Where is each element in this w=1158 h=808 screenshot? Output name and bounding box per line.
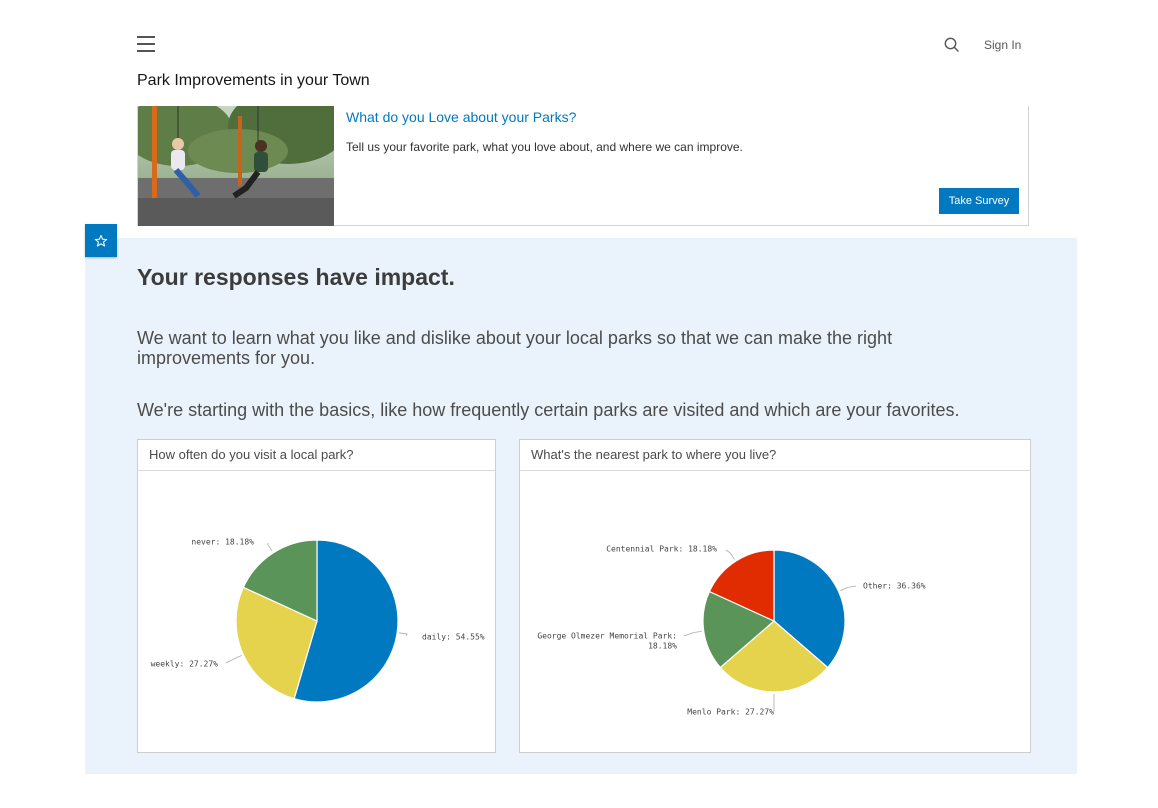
pie-slice-label-1: Menlo Park: 27.27% [687,708,774,717]
survey-card: What do you Love about your Parks? Tell … [137,106,1029,226]
section-paragraph-1: We want to learn what you like and disli… [137,328,893,368]
pie-leader-line-2 [267,542,273,552]
chart-title: How often do you visit a local park? [138,440,495,471]
nearest-park-pie-chart: Other: 36.36% Menlo Park: 27.27% George Ol… [520,471,1030,752]
pie-slice-2[interactable] [702,590,776,669]
section-heading: Your responses have impact. [137,264,455,290]
pie-slice-label-0: Other: 36.36% [863,582,926,591]
pie-slice-3[interactable] [708,549,775,622]
search-button[interactable] [943,36,961,54]
hamburger-icon-bar-1 [137,36,155,38]
pie-slice-label-1: weekly: 27.27% [151,660,219,669]
pie-slice-label-2: never: 18.18% [191,538,254,547]
pie-leader-line-0 [399,632,408,637]
visit-frequency-pie-chart: daily: 54.55% weekly: 27.27% never: 18.18% [138,471,495,752]
park-swings-photo [138,106,334,226]
star-icon [94,234,108,247]
pie-slice-label-2-line-0: George Olmezer Memorial Park: [537,632,677,641]
pie-slice-2[interactable] [242,539,318,622]
site-title: Park Improvements in your Town [137,72,370,89]
impact-section: Your responses have impact. We want to l… [85,238,1077,774]
pie-leader-line-3 [725,549,735,560]
search-icon [944,37,959,52]
menu-button[interactable] [137,36,155,52]
pie-slice-1[interactable] [235,586,318,700]
chart-title: What's the nearest park to where you liv… [520,440,1030,471]
favorite-badge[interactable] [85,224,117,257]
pie-slice-label-0: daily: 54.55% [422,633,485,642]
pie-slice-label-2-line-1: 18.18% [648,642,677,651]
pie-slice-1[interactable] [719,620,829,693]
survey-title-link[interactable]: What do you Love about your Parks? [346,109,577,125]
hamburger-icon-bar-3 [137,50,155,52]
pie-leader-line-2 [683,630,702,637]
pie-slice-label-3: Centennial Park: 18.18% [606,545,717,554]
pie-slice-0[interactable] [773,549,846,669]
nearest-park-chart-card: What's the nearest park to where you liv… [519,439,1031,753]
take-survey-button[interactable]: Take Survey [939,188,1019,214]
section-paragraph-2: We're starting with the basics, like how… [137,400,960,420]
hamburger-icon-bar-2 [137,43,155,45]
sign-in-link[interactable]: Sign In [984,38,1022,52]
pie-leader-line-0 [840,585,857,592]
pie-leader-line-1 [225,655,242,664]
visit-frequency-chart-card: How often do you visit a local park? dai… [137,439,496,753]
pie-slice-0[interactable] [293,539,399,703]
survey-description: Tell us your favorite park, what you lov… [346,140,743,154]
